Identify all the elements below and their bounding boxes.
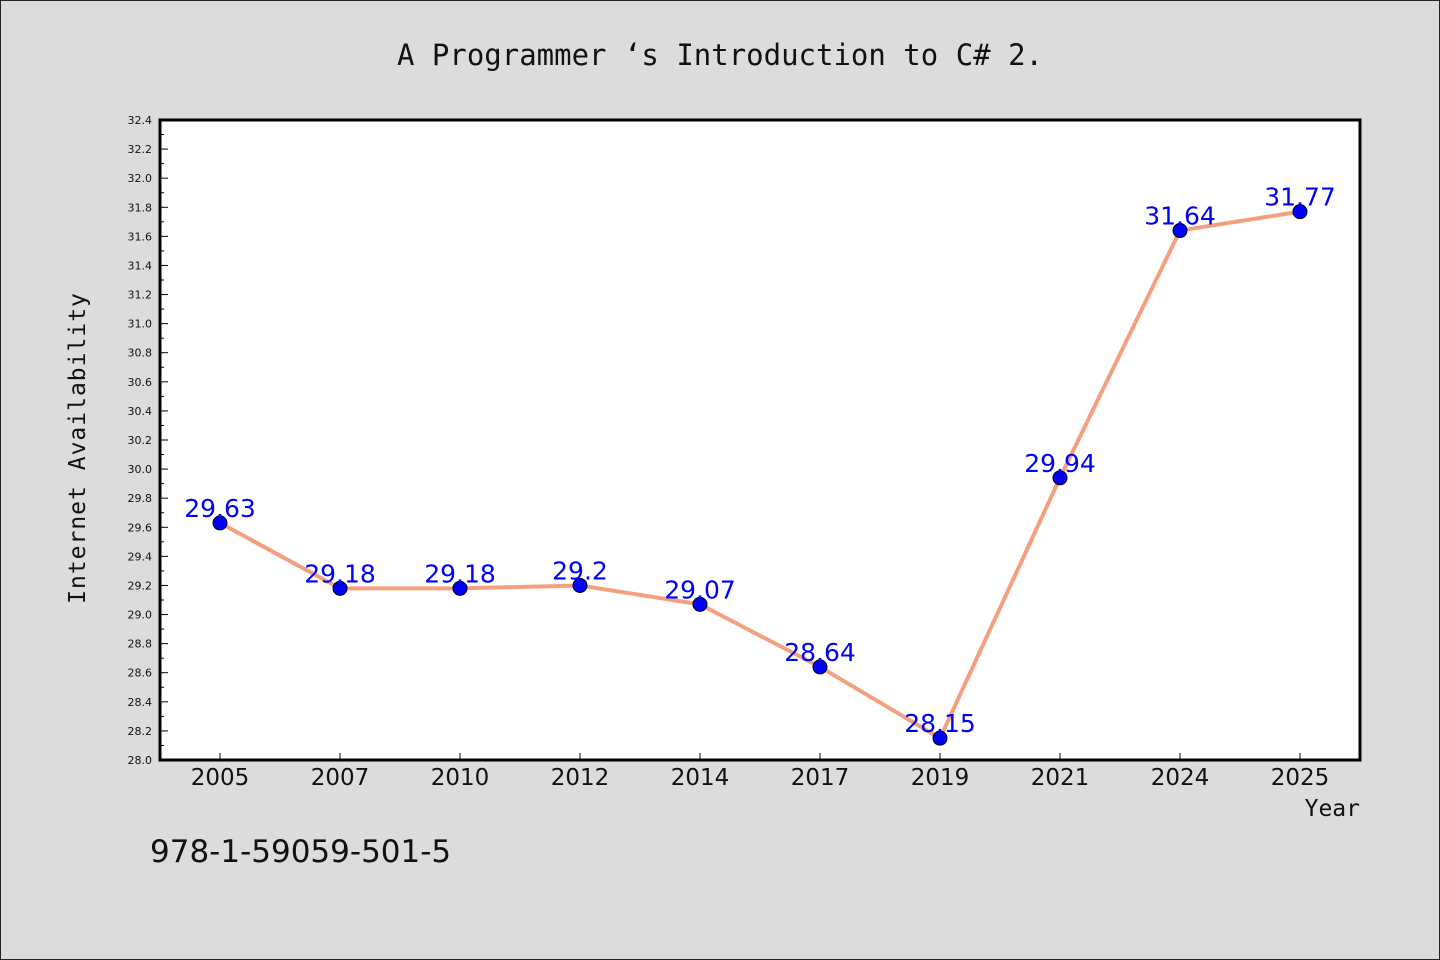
y-tick-label: 30.6 [128, 376, 153, 389]
y-tick-label: 29.0 [128, 609, 153, 622]
data-point [332, 580, 348, 596]
data-point [1292, 204, 1308, 220]
series-line [219, 209, 1301, 741]
y-tick-label: 30.2 [128, 434, 153, 447]
y-tick-label: 31.6 [128, 230, 153, 243]
x-tick-label: 2007 [311, 765, 370, 791]
x-tick-label: 2025 [1271, 765, 1330, 791]
data-label: 28.64 [784, 638, 856, 667]
y-tick-label: 30.8 [128, 347, 153, 360]
data-label: 28.15 [904, 709, 976, 738]
y-tick-label: 32.0 [128, 172, 153, 185]
data-label: 31.77 [1264, 183, 1336, 212]
y-tick-label: 28.0 [128, 754, 153, 767]
data-point [1172, 223, 1188, 239]
data-label: 29.63 [184, 494, 256, 523]
plot-area [158, 118, 1362, 762]
data-label: 29.2 [552, 556, 608, 585]
data-label: 29.18 [304, 559, 376, 588]
y-tick-label: 31.4 [128, 259, 153, 272]
data-point [572, 577, 588, 593]
y-tick-label: 28.6 [128, 667, 153, 680]
data-labels: 29.63 29.18 29.18 29.2 29.07 28.64 28.15 29.94 3… [184, 183, 1336, 739]
y-tick-label: 29.6 [128, 521, 153, 534]
data-label: 29.07 [664, 575, 736, 604]
x-tick-label: 2019 [911, 765, 970, 791]
y-tick-label: 31.8 [128, 201, 153, 214]
chart-title: A Programmer ‘s Introduction to C# 2. [396, 38, 1043, 72]
isbn-annotation: 978-1-59059-501-5 [150, 834, 452, 870]
data-point [932, 730, 948, 746]
x-tick-label: 2010 [431, 765, 490, 791]
y-tick-label: 28.4 [128, 696, 153, 709]
y-tick-label: 29.8 [128, 492, 153, 505]
data-point [452, 580, 468, 596]
x-tick-label: 2014 [671, 765, 730, 791]
y-tick-label: 31.2 [128, 289, 153, 302]
x-tick-label: 2005 [191, 765, 250, 791]
data-point [692, 596, 708, 612]
x-axis: 2005 2007 2010 2012 2014 2017 2019 2021 2024 2025 [191, 753, 1330, 791]
y-tick-label: 30.4 [128, 405, 153, 418]
y-tick-label: 31.0 [128, 318, 153, 331]
y-tick-label: 28.8 [128, 638, 153, 651]
y-axis: 28.0 28.2 28.4 28.6 28.8 29.0 29.2 29.4 29.6 29.8… [128, 114, 168, 767]
data-point [212, 515, 228, 531]
data-label: 31.64 [1144, 202, 1216, 231]
data-point [1052, 470, 1068, 486]
data-label: 29.94 [1024, 449, 1096, 478]
x-tick-label: 2012 [551, 765, 610, 791]
y-tick-label: 29.4 [128, 550, 153, 563]
y-tick-label: 32.2 [128, 143, 153, 156]
data-point [812, 659, 828, 675]
y-tick-label: 29.2 [128, 579, 153, 592]
data-label: 29.18 [424, 559, 496, 588]
x-tick-label: 2024 [1151, 765, 1210, 791]
x-tick-label: 2017 [791, 765, 850, 791]
x-axis-label: Year [1304, 796, 1360, 822]
y-tick-label: 30.0 [128, 463, 153, 476]
x-tick-label: 2021 [1031, 765, 1090, 791]
y-tick-label: 32.4 [128, 114, 153, 127]
y-tick-label: 28.2 [128, 725, 153, 738]
data-markers [212, 204, 1308, 746]
